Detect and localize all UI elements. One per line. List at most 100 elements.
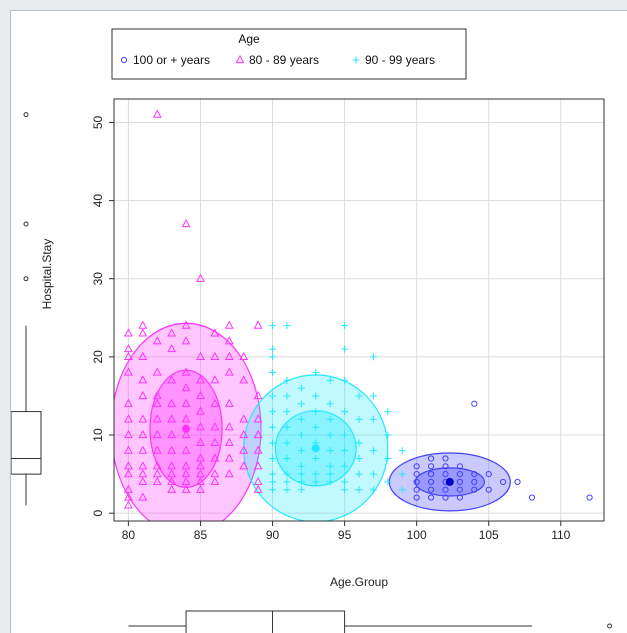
data-point [224,437,234,446]
y-axis-label: Hospital.Stay [40,239,54,310]
data-point [283,423,291,431]
data-point [138,414,148,423]
data-point [283,470,291,478]
data-point [442,471,449,478]
data-point [152,476,162,486]
data-point [210,375,220,384]
data-point [384,454,392,462]
data-point [355,392,363,400]
data-point [384,408,392,416]
data-point [253,320,263,329]
legend-entry-label: 100 or + years [133,53,210,67]
data-point [123,367,133,376]
data-point [456,471,463,478]
data-point [196,476,205,486]
data-point [384,431,392,439]
data-point [341,408,349,416]
data-point [355,439,363,447]
data-point [326,400,334,408]
data-point [167,476,177,486]
data-point [123,484,133,493]
data-point [123,351,133,360]
data-point [196,461,205,470]
data-point [355,470,363,478]
data-point [239,461,249,470]
data-point [253,445,263,454]
data-point [369,486,377,494]
data-point [224,336,234,345]
data-point [341,478,349,486]
data-point [167,429,177,439]
data-point [413,471,420,478]
data-point [224,469,234,478]
data-point [297,447,305,455]
data-point [196,273,205,282]
data-point [369,392,377,400]
data-point [224,453,234,462]
y-tick-label: 20 [91,350,105,364]
data-point [181,429,191,439]
data-point [123,344,133,353]
data-point [297,478,305,486]
data-point [586,494,593,501]
data-point [312,478,320,486]
data-point [123,429,133,439]
data-point [297,486,305,494]
data-point [269,486,277,494]
data-point [210,437,220,446]
y-tick-label: 40 [91,194,105,208]
data-point [210,328,220,337]
boxplot-y-outlier [23,221,29,227]
data-point [239,375,249,384]
y-tick-label: 10 [91,428,105,442]
legend-box [111,28,467,80]
data-point [341,447,349,455]
data-point [341,345,349,353]
data-point [138,445,148,454]
data-point [138,492,148,501]
data-point [442,455,449,462]
data-point [456,494,463,501]
data-point [253,476,263,486]
data-point [196,406,205,415]
data-point [269,408,277,416]
data-point [297,431,305,439]
data-point [297,470,305,478]
y-tick-label: 0 [91,510,105,517]
centroid-point [445,477,454,486]
data-point [269,353,277,361]
data-point [123,492,133,501]
data-point [138,351,148,360]
data-point [196,484,205,493]
data-point [239,445,249,454]
boxplot-y-box [11,411,42,475]
data-point [485,486,492,493]
data-point [442,486,449,493]
data-point [269,392,277,400]
data-point [326,415,334,423]
x-tick-label: 100 [407,528,427,542]
data-point [269,454,277,462]
data-point [224,320,234,329]
data-point [138,429,148,439]
data-point [312,408,320,416]
data-point [326,478,334,486]
legend-symbol [235,54,245,64]
data-point [341,486,349,494]
data-point [283,376,291,384]
data-point [224,351,234,360]
x-tick-label: 85 [194,528,208,542]
y-tick-label: 30 [91,272,105,286]
data-point [167,484,177,493]
data-point [456,463,463,470]
centroid-point [311,444,320,453]
data-point [442,463,449,470]
data-point [269,369,277,377]
data-point [167,445,177,454]
data-point [297,384,305,392]
data-point [152,461,162,470]
data-point [253,429,263,439]
data-point [224,367,234,376]
data-point [181,461,191,470]
data-point [253,461,263,470]
